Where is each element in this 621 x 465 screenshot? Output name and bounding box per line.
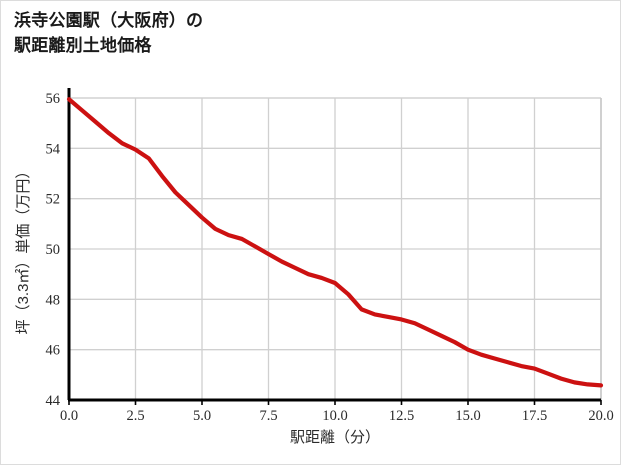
y-tick-label: 56: [46, 91, 61, 107]
x-axis-ticks: 0.0 2.5 5.0 7.5 10.0 12.5 15.0 17.5 20.0: [60, 400, 614, 424]
x-tick-label: 5.0: [193, 408, 211, 424]
x-axis-label: 駅距離（分）: [290, 428, 380, 446]
y-tick-label: 44: [46, 393, 61, 409]
x-tick-label: 17.5: [522, 408, 547, 424]
y-tick-label: 48: [46, 292, 61, 308]
axis-spines: [67, 88, 602, 402]
x-tick-label: 12.5: [389, 408, 414, 424]
y-tick-label: 46: [46, 343, 61, 359]
y-axis-label: 坪（3.3㎡）単価（万円）: [15, 164, 32, 335]
x-tick-label: 7.5: [259, 408, 277, 424]
grid-lines: [69, 97, 602, 401]
x-tick-label: 0.0: [60, 408, 78, 424]
x-tick-label: 20.0: [588, 408, 613, 424]
y-tick-label: 54: [46, 141, 61, 157]
data-series-line: [66, 97, 604, 388]
page-title: 浜寺公園駅（大阪府）の 駅距離別土地価格: [14, 11, 204, 55]
y-axis-ticks: 44 46 48 50 52 54 56: [46, 91, 61, 409]
x-tick-label: 15.0: [455, 408, 480, 424]
x-tick-label: 2.5: [126, 408, 144, 424]
y-tick-label: 50: [46, 242, 61, 258]
y-tick-label: 52: [46, 192, 61, 208]
x-tick-label: 10.0: [322, 408, 347, 424]
